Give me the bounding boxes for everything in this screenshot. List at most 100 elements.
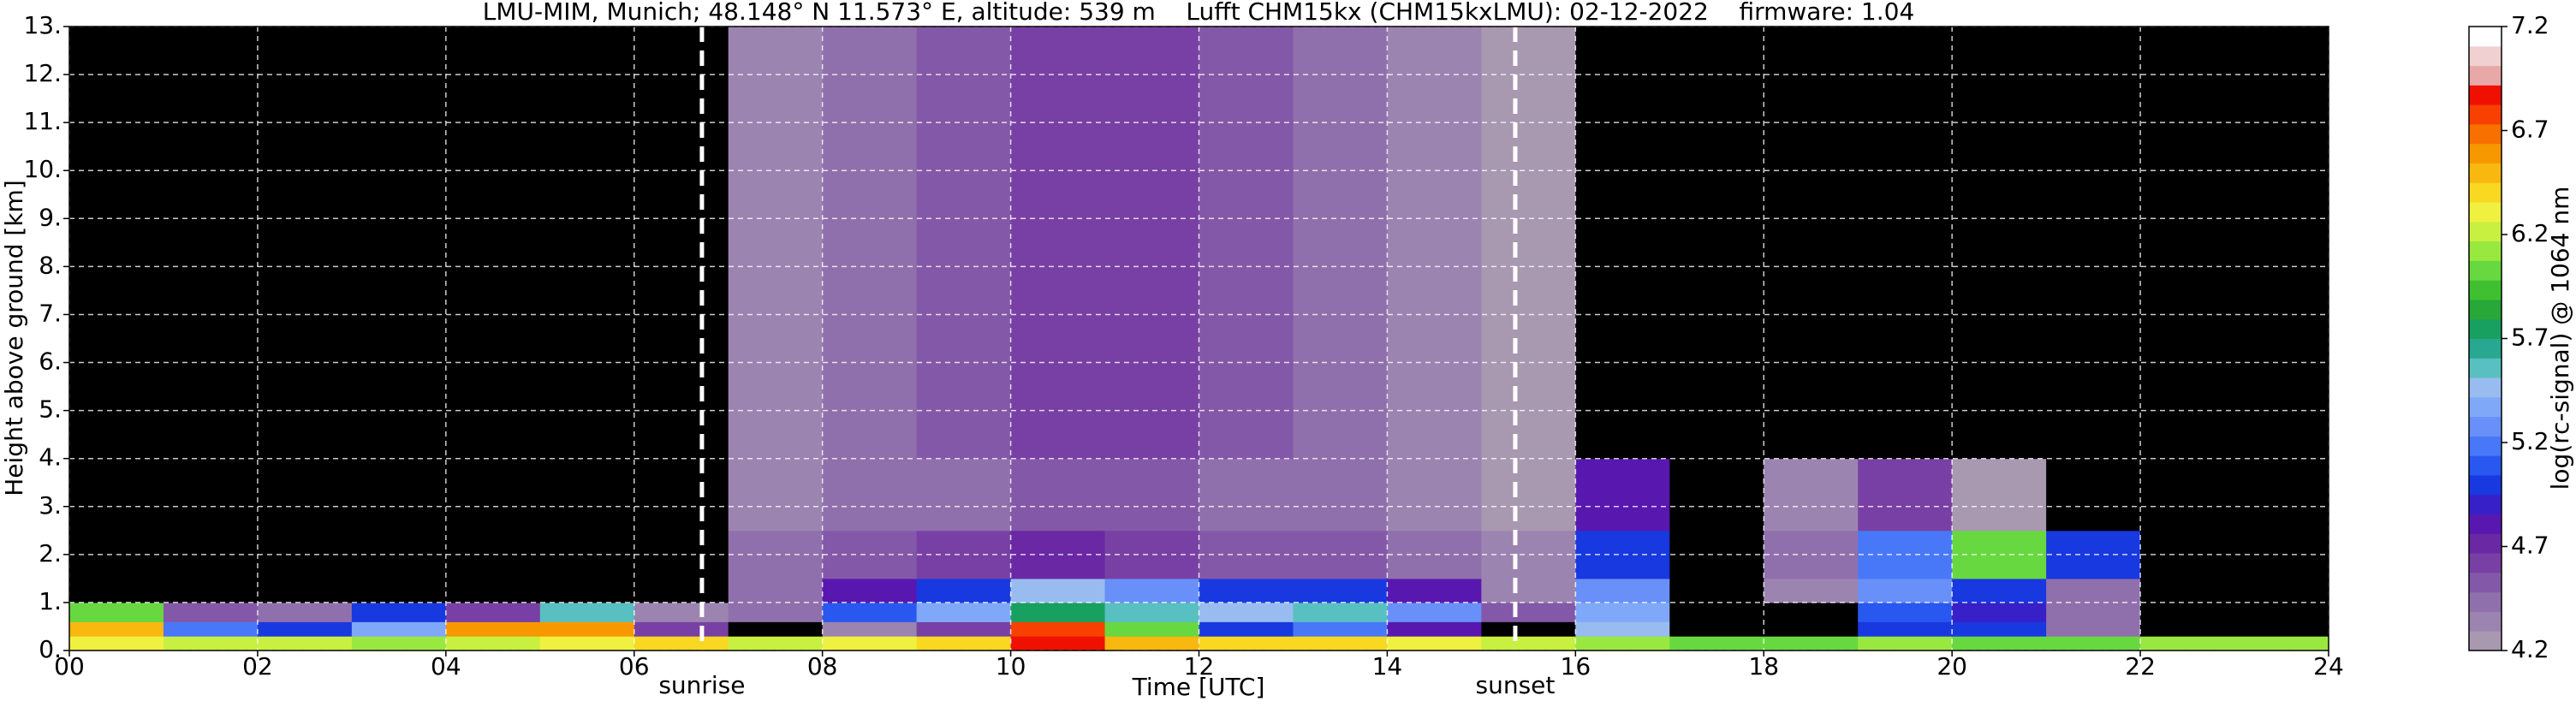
heat-cell [1669, 636, 1764, 651]
colorbar-segment [2469, 104, 2502, 125]
heat-cell [634, 621, 729, 637]
colorbar-tick-label: 6.7 [2511, 116, 2549, 144]
heat-cell [1952, 458, 2047, 532]
colorbar-segment [2469, 123, 2502, 145]
colorbar-segment [2469, 591, 2502, 612]
heat-cell [163, 458, 259, 532]
colorbar-tick-label: 5.7 [2511, 324, 2549, 352]
heat-cell [1669, 621, 1764, 637]
x-tick-label: 04 [431, 652, 461, 680]
heat-cell [1387, 27, 1482, 460]
heat-cell [916, 458, 1012, 532]
colorbar-segment [2469, 221, 2502, 242]
heat-cell [1010, 602, 1106, 622]
colorbar-segment [2469, 416, 2502, 437]
colorbar-segment [2469, 631, 2502, 651]
heat-cell [2140, 636, 2235, 651]
x-tick-label: 08 [807, 652, 838, 680]
heat-cell [1387, 578, 1482, 603]
heat-cell [1293, 458, 1388, 532]
heat-cell [1764, 27, 1859, 460]
heat-cell [1575, 27, 1670, 460]
y-axis-label: Height above ground [km] [0, 180, 28, 496]
heat-cell [1952, 636, 2047, 651]
colorbar-segment [2469, 377, 2502, 398]
x-tick-label: 12 [1184, 652, 1215, 680]
heat-cell [257, 578, 353, 603]
heat-cell [2140, 578, 2235, 603]
heat-cell [163, 602, 259, 622]
heat-cell [728, 636, 824, 651]
annotation-label: sunrise [658, 671, 745, 699]
chart-title: LMU-MIM, Munich; 48.148° N 11.573° E, al… [483, 0, 1915, 26]
heat-cell [916, 602, 1012, 622]
colorbar-segment [2469, 202, 2502, 223]
heat-cell [634, 458, 729, 532]
x-tick-label: 10 [996, 652, 1026, 680]
heat-cell [1010, 621, 1106, 637]
heat-cell [2046, 602, 2141, 622]
x-tick-label: 18 [1748, 652, 1779, 680]
heat-cell [539, 578, 635, 603]
heat-cell [2046, 27, 2141, 460]
heat-cell [1104, 636, 1199, 651]
heat-cell [1858, 621, 1953, 637]
heat-cell [634, 636, 729, 651]
heat-cell [2140, 458, 2235, 532]
heat-cell [69, 636, 164, 651]
colorbar-segment [2469, 553, 2502, 573]
heat-cell [1764, 602, 1859, 622]
heat-cell [445, 636, 541, 651]
heat-cell [1575, 621, 1670, 637]
heat-cell [2046, 578, 2141, 603]
colorbar-segment [2469, 241, 2502, 261]
colorbar-segment [2469, 299, 2502, 320]
heat-cell [916, 636, 1012, 651]
heat-cell [2234, 578, 2329, 603]
heat-cell [445, 458, 541, 532]
heat-cell [2140, 27, 2235, 460]
heat-cell [69, 27, 164, 460]
colorbar-segment [2469, 280, 2502, 300]
heat-cell [1575, 636, 1670, 651]
heat-cell [1104, 602, 1199, 622]
heat-cell [1387, 636, 1482, 651]
heat-cell [1293, 27, 1388, 460]
x-tick-label: 06 [619, 652, 650, 680]
heat-cell [539, 602, 635, 622]
colorbar-segment [2469, 182, 2502, 203]
heat-cell [1481, 458, 1576, 532]
heat-cell [822, 27, 918, 460]
heat-cell [728, 27, 824, 460]
heat-cell [69, 602, 164, 622]
heat-cell [1104, 621, 1199, 637]
heat-cell [822, 578, 918, 603]
y-tick-label: 8. [39, 251, 62, 279]
heat-cell [2046, 636, 2141, 651]
heat-cell [1952, 578, 2047, 603]
y-tick-label: 5. [39, 395, 62, 424]
colorbar-segment [2469, 455, 2502, 476]
heat-cell [1669, 27, 1764, 460]
heat-cell [634, 602, 729, 622]
colorbar-segment [2469, 143, 2502, 163]
heat-cell [539, 458, 635, 532]
colorbar-segment [2469, 474, 2502, 496]
heat-cell [1669, 602, 1764, 622]
heat-cell [1010, 27, 1106, 460]
y-tick-label: 12. [23, 59, 62, 87]
heat-cell [163, 636, 259, 651]
heat-cell [1293, 602, 1388, 622]
x-axis-label: Time [UTC] [1132, 673, 1265, 701]
heat-cell [257, 27, 353, 460]
heat-cell [916, 621, 1012, 637]
heat-cell [351, 578, 447, 603]
heat-cell [539, 27, 635, 460]
heat-cell [1669, 458, 1764, 532]
heat-cell [1481, 578, 1576, 603]
heat-cell [728, 458, 824, 532]
heat-cell [163, 27, 259, 460]
heat-cell [1199, 636, 1294, 651]
heat-cell [1199, 578, 1294, 603]
